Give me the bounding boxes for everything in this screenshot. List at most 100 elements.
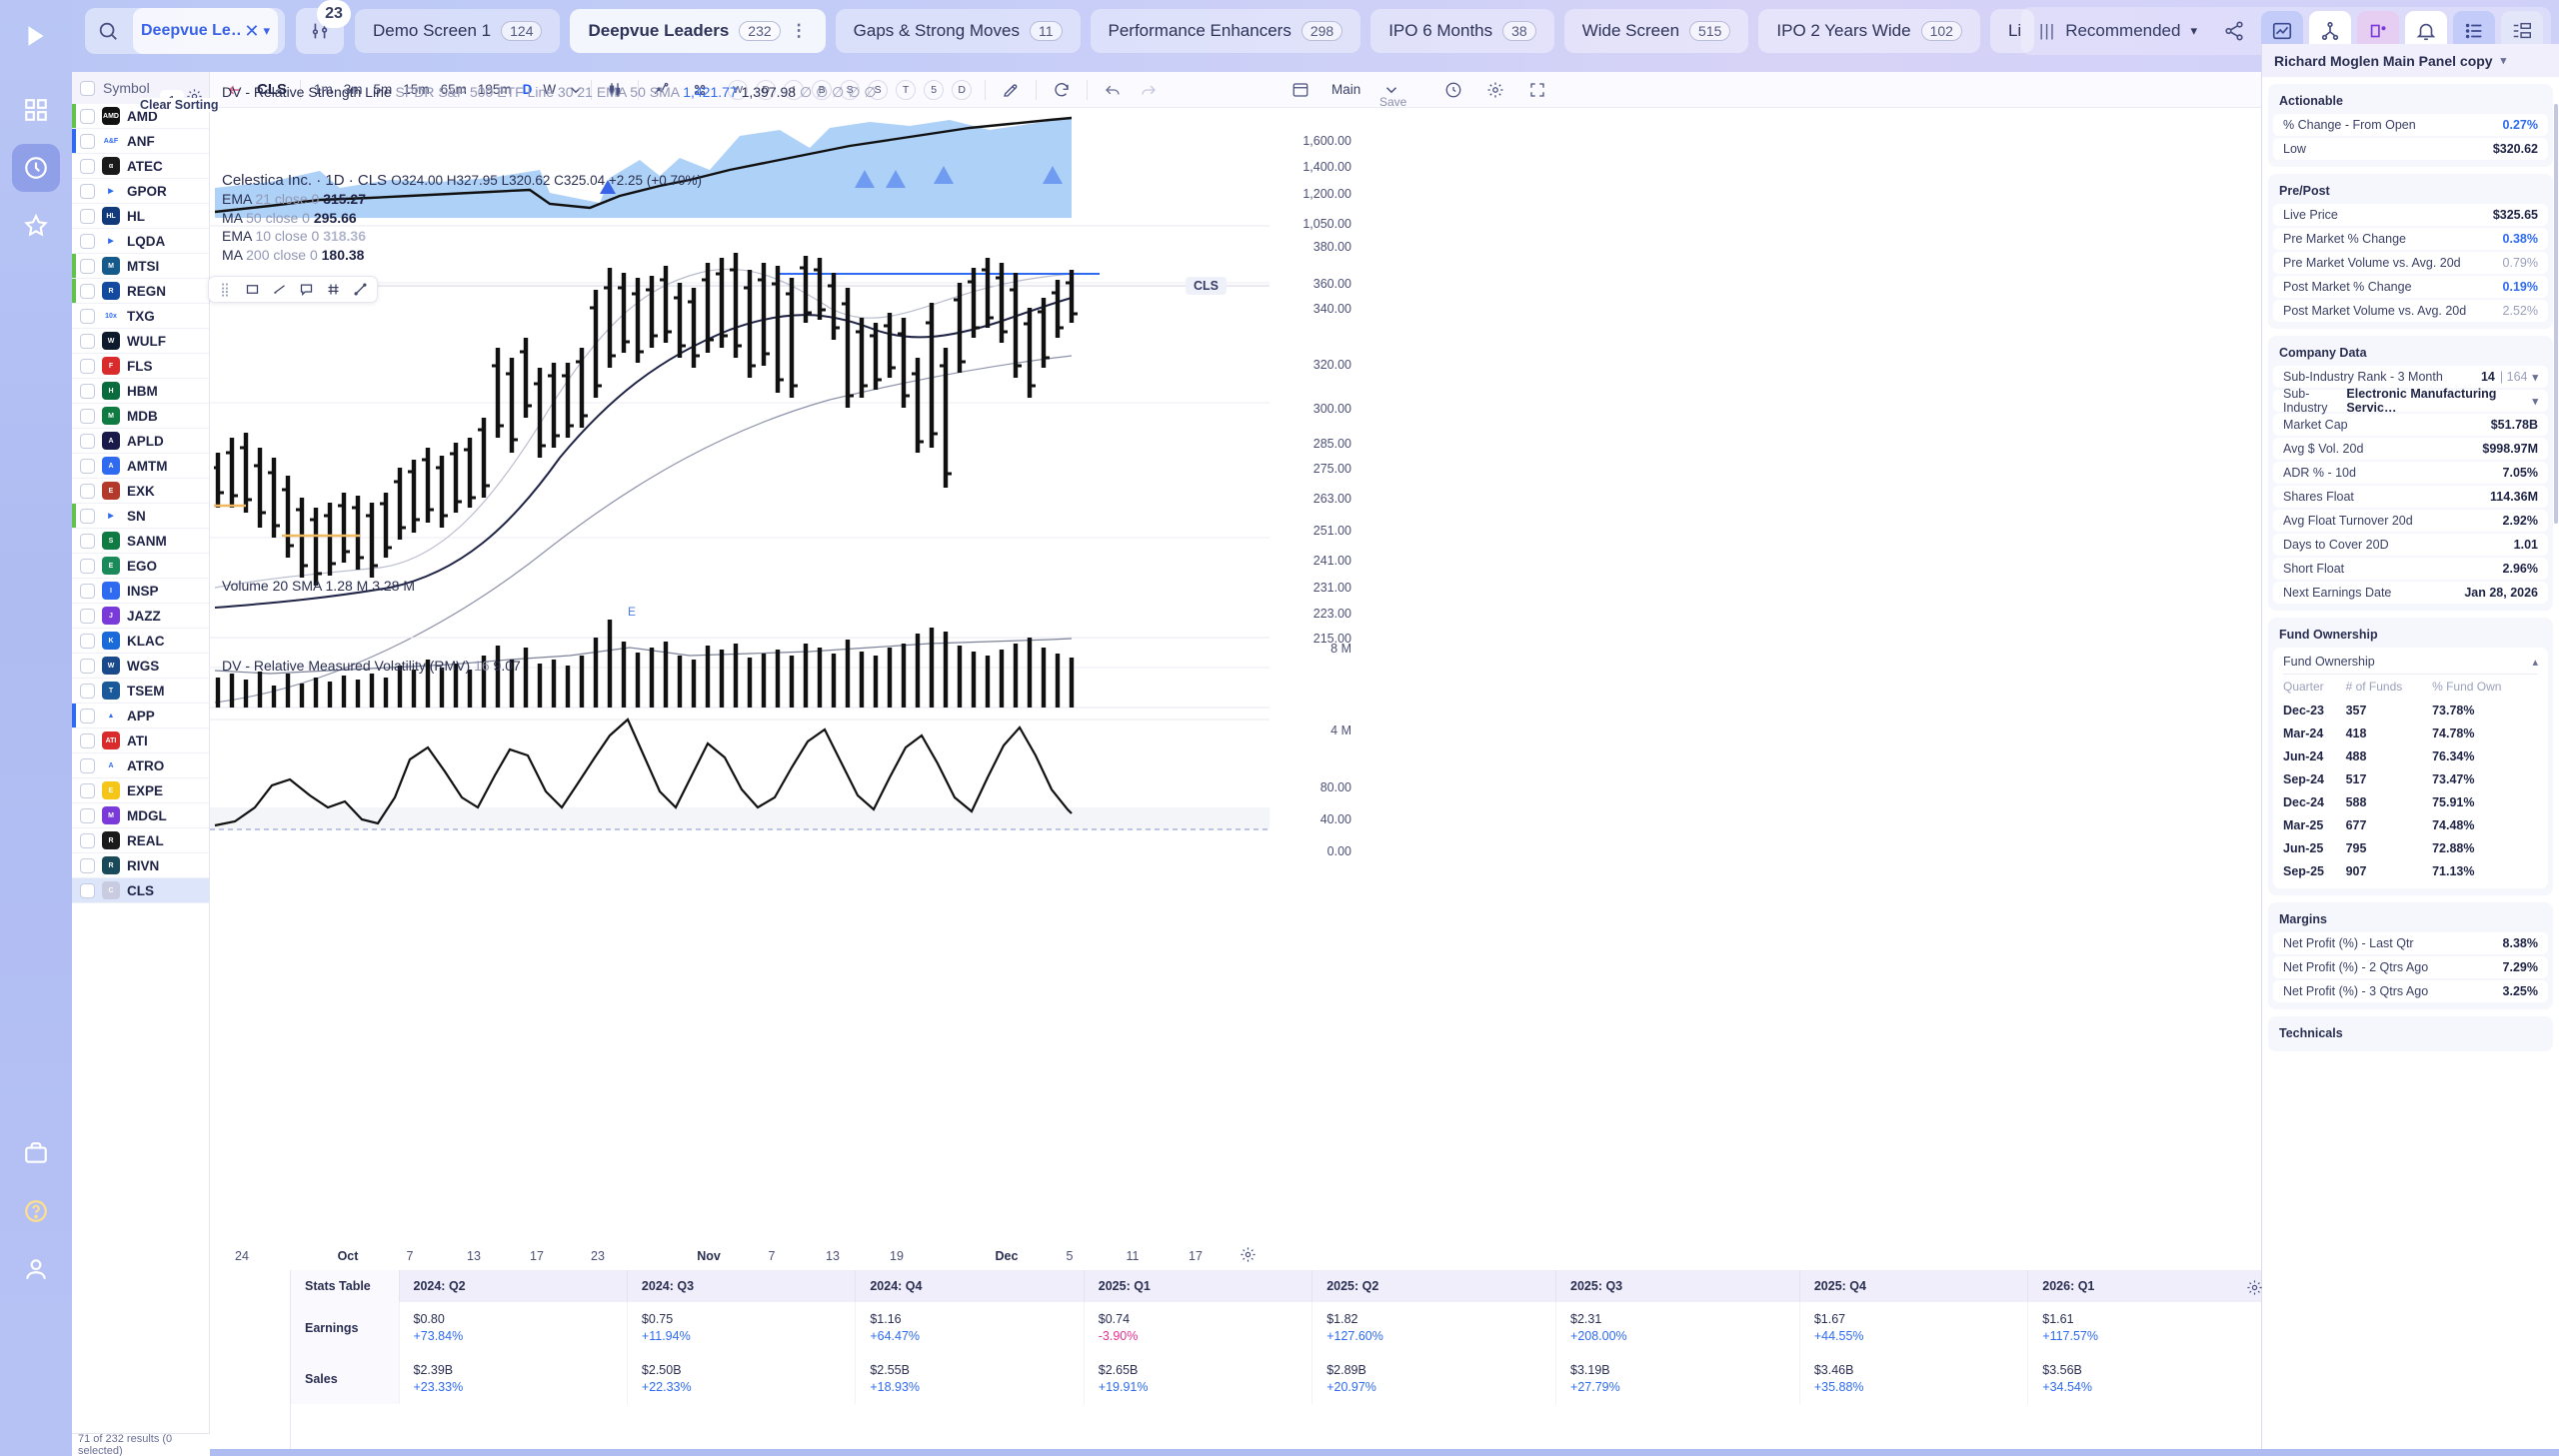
symbol-row-ego[interactable]: E EGO [72, 554, 209, 579]
metric-row[interactable]: Avg $ Vol. 20d $998.97M [2273, 438, 2548, 460]
timeframe-195m[interactable]: 195m [477, 82, 512, 97]
search-icon[interactable] [85, 8, 131, 54]
tab-performance-enhancers[interactable]: Performance Enhancers 298 [1090, 9, 1361, 53]
row-checkbox[interactable] [80, 308, 95, 324]
metric-row[interactable]: % Change - From Open 0.27% [2273, 114, 2548, 136]
select-all-checkbox[interactable] [80, 80, 95, 96]
pencil-icon[interactable] [1000, 79, 1022, 101]
symbol-row-expe[interactable]: E EXPE [72, 778, 209, 803]
rail-chart-icon[interactable] [12, 144, 60, 192]
symbol-row-sanm[interactable]: S SANM [72, 529, 209, 554]
timeframe-1m[interactable]: 1m [314, 82, 333, 97]
chevron-down-icon[interactable]: ▾ [2190, 23, 2197, 38]
row-checkbox[interactable] [80, 708, 95, 724]
chart-area[interactable]: E [210, 84, 1270, 1259]
metric-row[interactable]: Net Profit (%) - Last Qtr 8.38% [2273, 932, 2548, 954]
chevron-down-icon[interactable] [1380, 79, 1402, 101]
right-panel[interactable]: Richard Moglen Main Panel copy ▾ Actiona… [2261, 44, 2559, 1456]
tab-li[interactable]: Li [1989, 9, 2034, 53]
stats-column-header[interactable]: 2024: Q3 [627, 1270, 857, 1302]
symbol-row-txg[interactable]: 10x TXG [72, 304, 209, 329]
chevron-down-icon[interactable]: ▾ [2500, 55, 2507, 67]
timeframe-w[interactable]: W [543, 82, 557, 97]
trendline-tool-icon[interactable] [267, 279, 291, 301]
symbol-row-app[interactable]: ▲ APP [72, 704, 209, 728]
stats-table[interactable]: Stats Table 2024: Q2 2024: Q3 2024: Q4 2025:… [290, 1270, 2269, 1456]
timeframe-65m[interactable]: 65m [440, 82, 467, 97]
symbol-row-tsem[interactable]: T TSEM [72, 679, 209, 704]
row-checkbox[interactable] [80, 133, 95, 149]
metric-row[interactable]: Short Float 2.96% [2273, 558, 2548, 580]
symbol-row-insp[interactable]: I INSP [72, 579, 209, 604]
metric-row[interactable]: Net Profit (%) - 2 Qtrs Ago 7.29% [2273, 956, 2548, 978]
timeframe-5m[interactable]: 5m [373, 82, 393, 97]
row-checkbox[interactable] [80, 558, 95, 574]
right-panel-scrollbar[interactable] [2554, 104, 2558, 524]
axis-settings-icon[interactable] [1240, 1246, 1257, 1268]
symbol-row-anf[interactable]: A&F ANF [72, 129, 209, 154]
metric-row[interactable]: Days to Cover 20D 1.01 [2273, 534, 2548, 556]
indicator-1[interactable]: MA 50 close 0 295.66 [222, 210, 357, 226]
indicator-0[interactable]: EMA 21 close 0 315.27 [222, 191, 366, 207]
row-checkbox[interactable] [80, 358, 95, 374]
compare-icon[interactable] [689, 79, 711, 101]
tab-wide-screen[interactable]: Wide Screen 515 [1563, 9, 1749, 53]
symbol-row-rivn[interactable]: R RIVN [72, 853, 209, 878]
symbol-row-amd[interactable]: AMD AMD [72, 104, 209, 129]
ruler-tool-icon[interactable] [348, 279, 372, 301]
symbol-row-hl[interactable]: HL HL [72, 204, 209, 229]
candle-type-icon[interactable] [604, 79, 626, 101]
symbol-row-jazz[interactable]: J JAZZ [72, 604, 209, 629]
row-checkbox[interactable] [80, 383, 95, 399]
rail-help-icon[interactable] [12, 1187, 60, 1235]
chevron-down-icon[interactable]: ▾ [263, 23, 270, 38]
drawing-toolbar[interactable]: ⣿ [208, 276, 378, 303]
tab-gaps-strong-moves[interactable]: Gaps & Strong Moves 11 [835, 9, 1081, 53]
symbol-row-atec[interactable]: α ATEC [72, 154, 209, 179]
fullscreen-icon[interactable] [1526, 79, 1548, 101]
chevron-down-icon[interactable] [565, 79, 587, 101]
metric-row[interactable]: Post Market Volume vs. Avg. 20d 2.52% [2273, 300, 2548, 322]
stats-settings-icon[interactable] [2246, 1279, 2263, 1301]
redo-icon[interactable] [1138, 79, 1160, 101]
tab-ipo-2-years-wide[interactable]: IPO 2 Years Wide 102 [1758, 9, 1980, 53]
row-checkbox[interactable] [80, 732, 95, 748]
chart-symbol[interactable]: CLS [257, 81, 287, 98]
row-checkbox[interactable] [80, 608, 95, 624]
symbol-row-apld[interactable]: A APLD [72, 429, 209, 454]
layout-shortcut-5[interactable]: S [868, 79, 889, 100]
symbol-row-hbm[interactable]: H HBM [72, 379, 209, 404]
row-checkbox[interactable] [80, 108, 95, 124]
rs-eye-icons[interactable]: ∅ ∅ ∅ ∅ ∅ [799, 84, 877, 100]
measure-tool-icon[interactable] [321, 279, 345, 301]
metric-row[interactable]: Pre Market Volume vs. Avg. 20d 0.79% [2273, 252, 2548, 274]
timeframe-3m[interactable]: 3m [343, 82, 363, 97]
metric-row[interactable]: ADR % - 10d 7.05% [2273, 462, 2548, 484]
rail-grid-icon[interactable] [12, 86, 60, 134]
indicator-2[interactable]: EMA 10 close 0 318.36 [222, 228, 366, 244]
symbol-row-ati[interactable]: ATI ATI [72, 728, 209, 753]
tab-ipo-6-months[interactable]: IPO 6 Months 38 [1370, 9, 1554, 53]
layout-template-icon[interactable] [1289, 79, 1311, 101]
stats-column-header[interactable]: 2026: Q1 [2027, 1270, 2269, 1302]
chart-layout-name[interactable]: Main [1331, 82, 1361, 97]
metric-row[interactable]: Shares Float 114.36M [2273, 486, 2548, 508]
metric-row[interactable]: Sub-Industry Electronic Manufacturing Ser… [2273, 387, 2548, 415]
back-arrow-icon[interactable] [224, 79, 246, 101]
right-panel-header[interactable]: Richard Moglen Main Panel copy ▾ [2262, 44, 2559, 77]
row-checkbox[interactable] [80, 857, 95, 873]
row-checkbox[interactable] [80, 233, 95, 249]
undo-icon[interactable] [1102, 79, 1124, 101]
rail-briefcase-icon[interactable] [12, 1129, 60, 1177]
row-checkbox[interactable] [80, 508, 95, 524]
stats-column-header[interactable]: 2024: Q2 [399, 1270, 628, 1302]
row-checkbox[interactable] [80, 658, 95, 674]
layout-shortcut-0[interactable]: W [728, 79, 749, 100]
close-icon[interactable]: ✕ [244, 20, 260, 41]
symbol-row-amtm[interactable]: A AMTM [72, 454, 209, 479]
save-label[interactable]: Save [1379, 95, 1407, 109]
metric-row[interactable]: Pre Market % Change 0.38% [2273, 228, 2548, 250]
row-checkbox[interactable] [80, 158, 95, 174]
row-checkbox[interactable] [80, 757, 95, 773]
symbol-row-lqda[interactable]: ▶ LQDA [72, 229, 209, 254]
